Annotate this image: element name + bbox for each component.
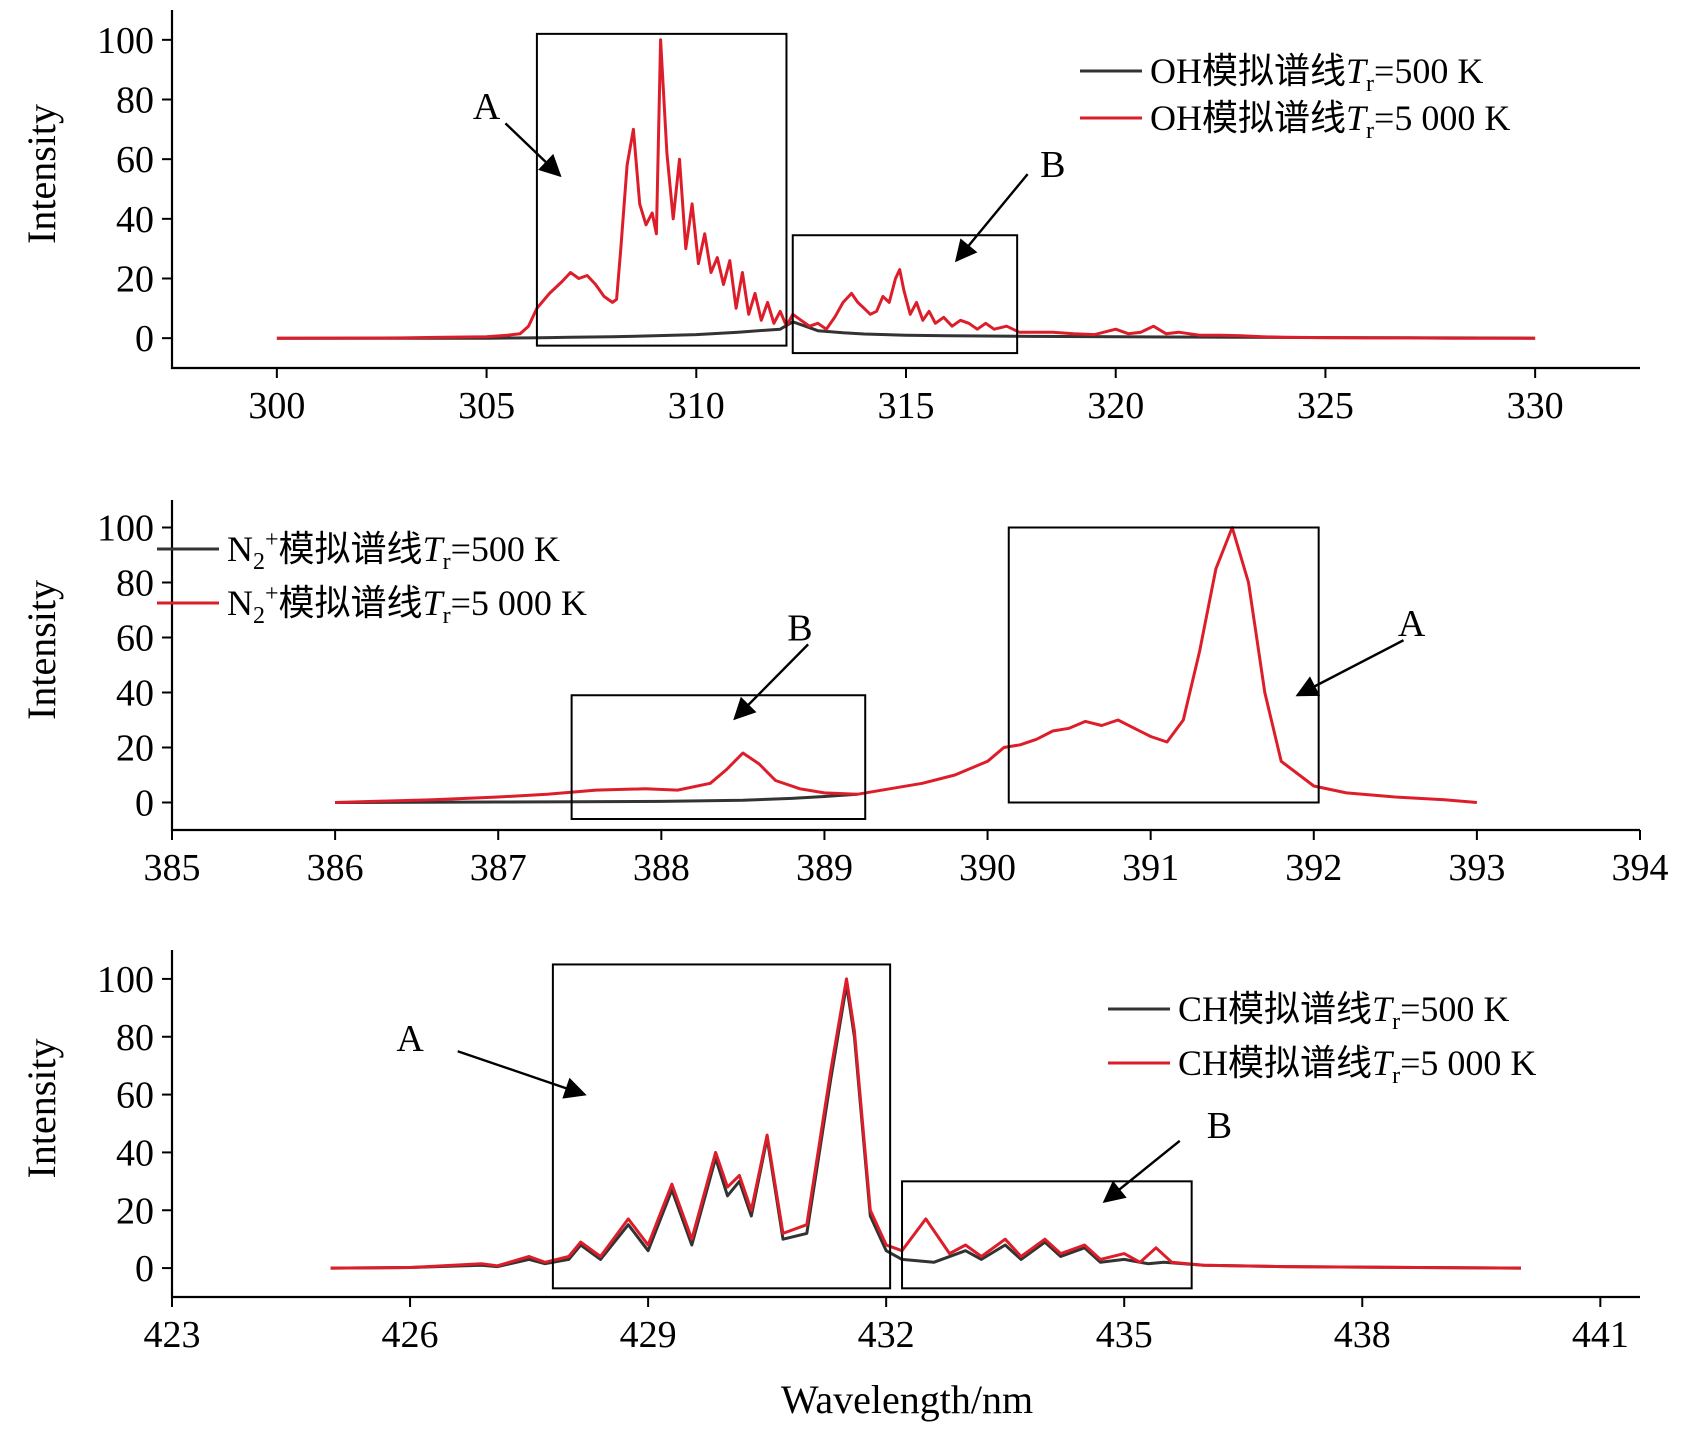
legend-entry: CH模拟谱线Tr=5 000 K xyxy=(1178,1043,1536,1089)
y-tick-label: 80 xyxy=(116,80,154,122)
region-box-b xyxy=(570,694,867,820)
region-box-a xyxy=(535,32,788,347)
x-tick-label: 310 xyxy=(668,385,725,427)
legend: N2+模拟谱线Tr=500 K N2+模拟谱线Tr=5 000 K xyxy=(157,527,587,629)
x-tick-label: 390 xyxy=(959,847,1016,889)
y-tick-label: 100 xyxy=(97,959,154,1001)
y-tick-label: 40 xyxy=(116,673,154,715)
x-tick-label: 432 xyxy=(858,1314,915,1356)
region-box-b xyxy=(901,1180,1193,1290)
panels: 0 20 40 60 80 100 300 305 310 315 320 325 330 Intensi… xyxy=(19,10,1669,1356)
x-tick-label: 320 xyxy=(1087,385,1144,427)
annotation-label-a: A xyxy=(473,86,501,128)
annotation-arrow-b xyxy=(733,643,809,721)
x-tick-label: 423 xyxy=(144,1314,201,1356)
x-tick-label: 394 xyxy=(1612,847,1669,889)
x-tick-label: 438 xyxy=(1334,1314,1391,1356)
region-box-a xyxy=(551,963,892,1290)
x-tick-label: 391 xyxy=(1122,847,1179,889)
x-tick-label: 300 xyxy=(248,385,305,427)
series-line-1 xyxy=(276,320,1536,340)
legend-entry: N2+模拟谱线Tr=5 000 K xyxy=(227,581,587,629)
y-tick-label: 20 xyxy=(116,728,154,770)
y-tick-label: 40 xyxy=(116,1132,154,1174)
x-tick-label: 429 xyxy=(620,1314,677,1356)
y-tick-label: 80 xyxy=(116,563,154,605)
x-tick-label: 426 xyxy=(382,1314,439,1356)
x-tick-label: 315 xyxy=(878,385,935,427)
x-tick-label: 392 xyxy=(1285,847,1342,889)
chart-panel-2: 0 20 40 60 80 100 385 386 387 388 389 390 391 392 393 3… xyxy=(19,500,1669,889)
y-tick-label: 40 xyxy=(116,199,154,241)
y-tick-label: 100 xyxy=(97,20,154,62)
x-tick-label: 386 xyxy=(307,847,364,889)
region-box-a xyxy=(1007,526,1320,804)
annotation-arrow-b xyxy=(1102,1139,1181,1203)
x-tick-label: 385 xyxy=(144,847,201,889)
annotation-label-b: B xyxy=(1207,1105,1232,1147)
y-axis-title: Intensity xyxy=(19,104,64,244)
x-tick-label: 435 xyxy=(1096,1314,1153,1356)
x-tick-label: 305 xyxy=(458,385,515,427)
chart-panel-1: 0 20 40 60 80 100 300 305 310 315 320 325 330 Intensi… xyxy=(19,10,1640,427)
y-tick-label: 100 xyxy=(97,508,154,550)
x-tick-label: 330 xyxy=(1507,385,1564,427)
y-axis-title: Intensity xyxy=(19,580,64,720)
x-tick-label: 393 xyxy=(1448,847,1505,889)
legend: CH模拟谱线Tr=500 K CH模拟谱线Tr=5 000 K xyxy=(1108,989,1536,1089)
y-tick-label: 60 xyxy=(116,618,154,660)
x-tick-label: 389 xyxy=(796,847,853,889)
x-tick-label: 388 xyxy=(633,847,690,889)
series-line-2 xyxy=(276,38,1536,340)
x-tick-label: 441 xyxy=(1572,1314,1629,1356)
series-line-1 xyxy=(335,792,858,804)
annotation-label-a: A xyxy=(396,1018,424,1060)
series-line-2 xyxy=(330,977,1522,1270)
y-axis-title: Intensity xyxy=(19,1039,64,1179)
x-tick-label: 325 xyxy=(1297,385,1354,427)
x-axis-title: Wavelength/nm xyxy=(781,1377,1033,1422)
y-tick-label: 0 xyxy=(135,783,154,825)
y-tick-label: 60 xyxy=(116,1075,154,1117)
axis-spines xyxy=(170,10,1640,370)
y-tick-label: 60 xyxy=(116,139,154,181)
y-tick-label: 0 xyxy=(135,1248,154,1290)
annotation-arrow-b xyxy=(954,173,1029,263)
legend-entry: OH模拟谱线Tr=500 K xyxy=(1150,51,1483,97)
y-tick-label: 0 xyxy=(135,318,154,360)
chart-panel-3: 0 20 40 60 80 100 423 426 429 432 435 438 441 Intensi… xyxy=(19,950,1640,1356)
legend-entry: OH模拟谱线Tr=5 000 K xyxy=(1150,98,1510,144)
region-box-b xyxy=(791,234,1019,355)
x-tick-label: 387 xyxy=(470,847,527,889)
annotation-arrow-a xyxy=(1295,639,1405,697)
legend-entry: CH模拟谱线Tr=500 K xyxy=(1178,989,1509,1035)
annotation-arrow-a xyxy=(457,1050,587,1099)
y-tick-label: 20 xyxy=(116,1190,154,1232)
annotation-label-a: A xyxy=(1398,603,1426,645)
legend-entry: N2+模拟谱线Tr=500 K xyxy=(227,527,560,575)
y-tick-label: 20 xyxy=(116,259,154,301)
series-line-2 xyxy=(335,526,1478,804)
annotation-arrow-a xyxy=(504,122,562,178)
annotation-label-b: B xyxy=(1040,144,1065,186)
annotation-label-b: B xyxy=(787,607,812,649)
y-tick-label: 80 xyxy=(116,1017,154,1059)
